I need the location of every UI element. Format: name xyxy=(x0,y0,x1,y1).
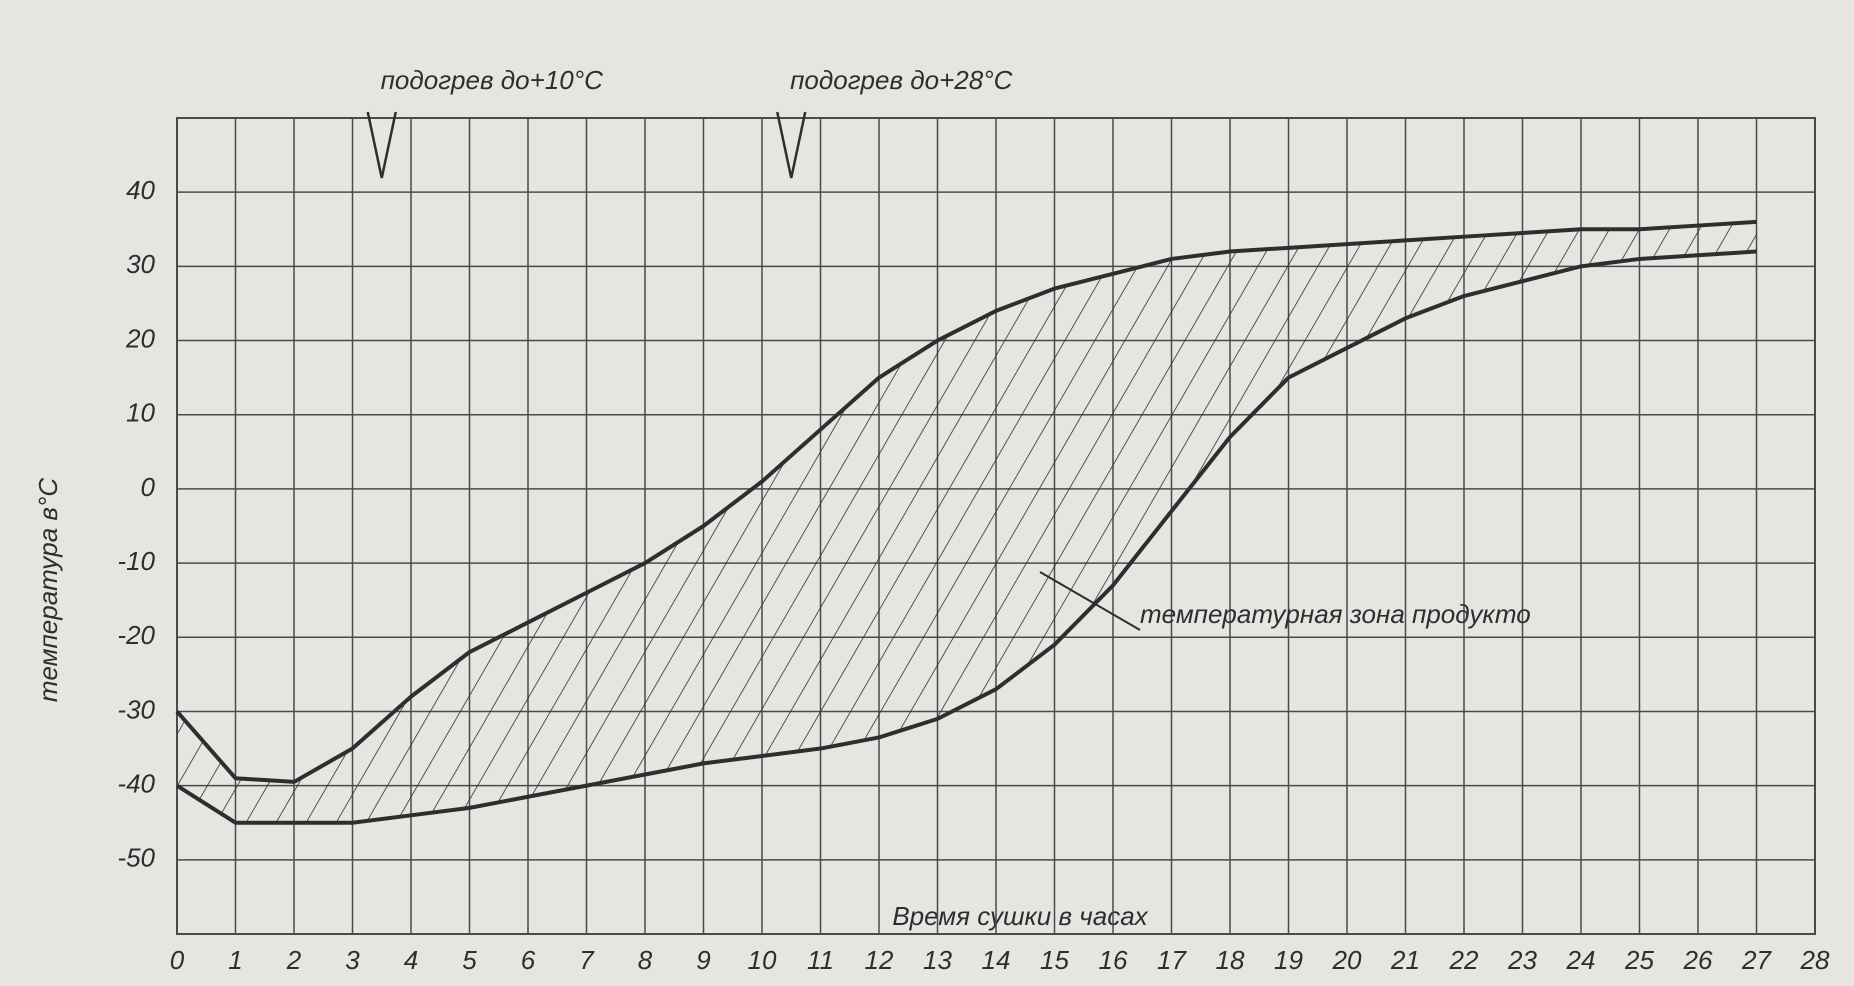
annotation: подогрев до+28°С xyxy=(790,65,1012,95)
x-tick-label: 0 xyxy=(170,945,185,975)
x-tick-label: 24 xyxy=(1566,945,1596,975)
x-tick-label: 18 xyxy=(1216,945,1245,975)
y-tick-label: -40 xyxy=(117,769,155,799)
y-tick-label: -30 xyxy=(117,694,155,724)
x-axis-title: Время сушки в часах xyxy=(892,901,1148,931)
x-tick-label: 21 xyxy=(1390,945,1420,975)
x-tick-label: 1 xyxy=(228,945,242,975)
x-tick-label: 11 xyxy=(807,945,834,975)
y-tick-label: 40 xyxy=(126,175,155,205)
x-tick-label: 27 xyxy=(1741,945,1772,975)
x-tick-label: 16 xyxy=(1099,945,1128,975)
y-axis-title: температура в°С xyxy=(33,478,63,703)
x-tick-label: 4 xyxy=(404,945,418,975)
y-tick-label: -10 xyxy=(117,546,155,576)
area-label: температурная зона продукто xyxy=(1140,599,1531,629)
y-tick-label: 0 xyxy=(141,472,156,502)
y-tick-label: -20 xyxy=(117,620,155,650)
x-tick-label: 12 xyxy=(865,945,894,975)
x-tick-label: 7 xyxy=(579,945,595,975)
x-tick-label: 3 xyxy=(345,945,360,975)
arrow xyxy=(777,112,805,178)
x-tick-label: 17 xyxy=(1157,945,1187,975)
x-tick-label: 6 xyxy=(521,945,536,975)
arrow xyxy=(368,112,396,178)
y-tick-label: 10 xyxy=(126,398,155,428)
y-tick-label: 20 xyxy=(125,323,155,353)
chart: Время сушки в часах температура в°С -50 -… xyxy=(0,0,1854,986)
x-tick-label: 14 xyxy=(982,945,1011,975)
y-tick-label: 30 xyxy=(126,249,155,279)
x-tick-label: 5 xyxy=(462,945,477,975)
x-tick-label: 13 xyxy=(923,945,952,975)
x-tick-label: 10 xyxy=(748,945,777,975)
annotation: подогрев до+10°С xyxy=(381,65,603,95)
y-tick-label: -50 xyxy=(117,843,155,873)
x-tick-label: 2 xyxy=(286,945,302,975)
x-tick-label: 28 xyxy=(1800,945,1830,975)
x-tick-label: 22 xyxy=(1449,945,1479,975)
x-tick-label: 25 xyxy=(1624,945,1654,975)
x-tick-label: 8 xyxy=(638,945,653,975)
x-tick-label: 23 xyxy=(1507,945,1537,975)
zone-hatch xyxy=(177,222,1757,823)
x-tick-label: 26 xyxy=(1683,945,1713,975)
x-tick-label: 19 xyxy=(1274,945,1303,975)
x-tick-label: 15 xyxy=(1040,945,1069,975)
x-tick-label: 20 xyxy=(1332,945,1362,975)
x-tick-label: 9 xyxy=(696,945,710,975)
